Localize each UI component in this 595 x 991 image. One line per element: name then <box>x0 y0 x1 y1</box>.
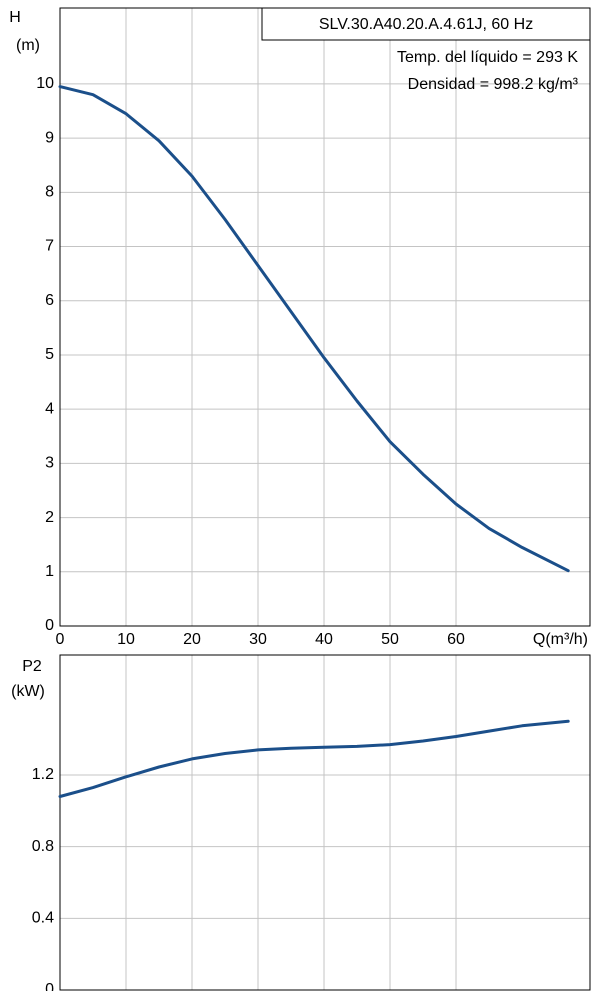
x-tick-label: 30 <box>249 631 267 648</box>
y-tick-label: 7 <box>45 238 54 255</box>
chart-title: SLV.30.A40.20.A.4.61J, 60 Hz <box>319 16 533 33</box>
y-axis-label: P2 <box>22 658 42 675</box>
y-tick-label: 4 <box>45 400 54 417</box>
y-tick-label: 1.2 <box>32 766 54 783</box>
x-axis-label: Q(m³/h) <box>533 631 588 648</box>
y-axis-label: (m) <box>16 37 40 54</box>
x-tick-label: 20 <box>183 631 201 648</box>
x-tick-label: 0 <box>56 631 65 648</box>
data-line <box>58 719 570 798</box>
plot-frame <box>59 654 591 991</box>
plot-frame <box>59 7 591 627</box>
y-tick-label: 2 <box>45 509 54 526</box>
y-axis-label: H <box>9 9 21 26</box>
y-tick-label: 0.4 <box>32 910 54 927</box>
y-tick-label: 0 <box>45 981 54 991</box>
annotation: Temp. del líquido = 293 K <box>397 49 578 66</box>
x-tick-label: 60 <box>447 631 465 648</box>
x-tick-label: 50 <box>381 631 399 648</box>
title-box <box>261 7 591 41</box>
x-tick-label: 10 <box>117 631 135 648</box>
y-tick-label: 8 <box>45 184 54 201</box>
y-tick-label: 6 <box>45 292 54 309</box>
y-tick-label: 3 <box>45 455 54 472</box>
x-tick-label: 40 <box>315 631 333 648</box>
y-tick-label: 9 <box>45 129 54 146</box>
y-axis-label: (kW) <box>11 683 45 700</box>
y-tick-label: 0 <box>45 617 54 634</box>
data-line <box>58 85 570 573</box>
y-tick-label: 1 <box>45 563 54 580</box>
y-tick-label: 10 <box>36 75 54 92</box>
annotation: Densidad = 998.2 kg/m³ <box>408 76 579 93</box>
y-tick-label: 0.8 <box>32 838 54 855</box>
y-tick-label: 5 <box>45 346 54 363</box>
